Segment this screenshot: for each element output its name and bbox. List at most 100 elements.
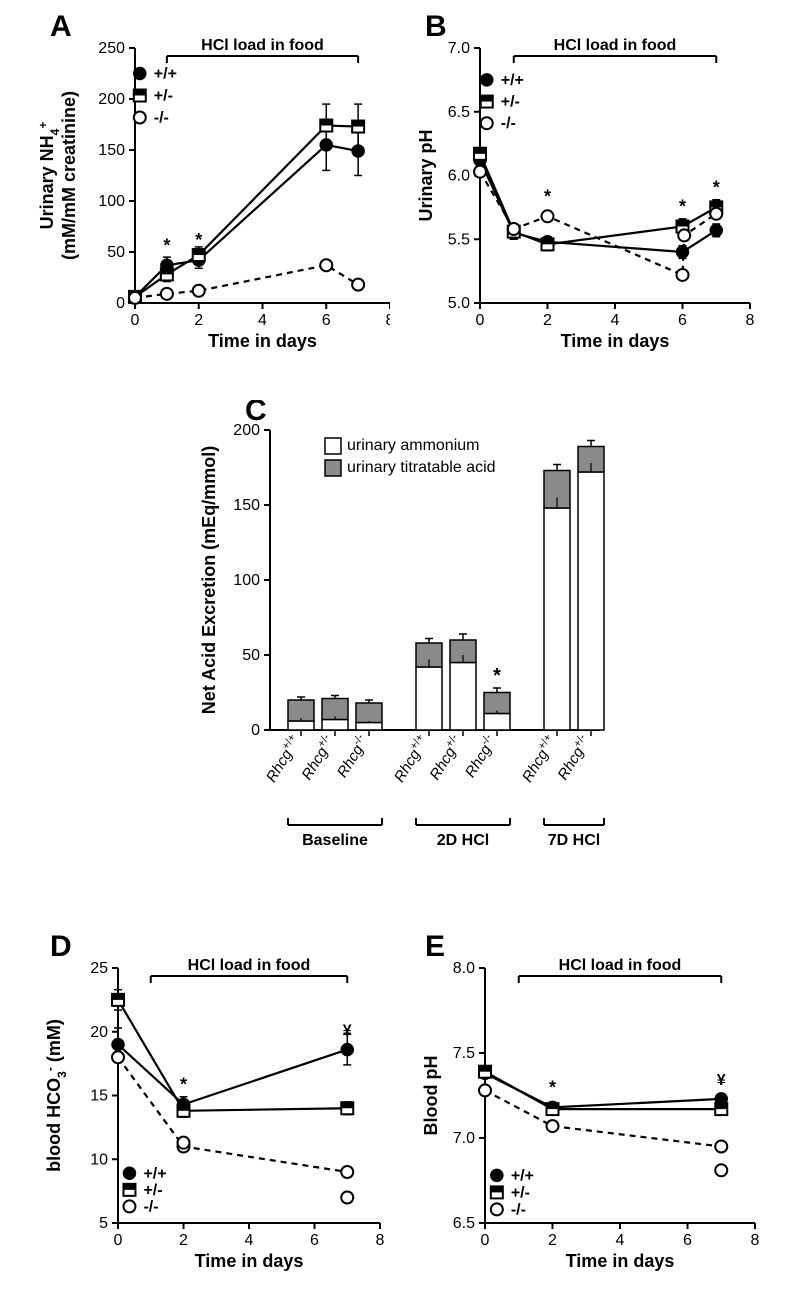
svg-text:+/-: +/-: [143, 1182, 162, 1199]
svg-text:+/+: +/+: [511, 1167, 534, 1184]
svg-text:5.0: 5.0: [448, 295, 470, 312]
svg-text:4: 4: [245, 1232, 254, 1249]
svg-text:0: 0: [114, 1232, 123, 1249]
svg-text:50: 50: [107, 244, 125, 261]
svg-text:+/-: +/-: [154, 88, 173, 105]
svg-text:8: 8: [751, 1232, 760, 1249]
svg-text:Time in days: Time in days: [208, 331, 317, 351]
svg-text:Rhcg+/+: Rhcg+/+: [517, 732, 560, 785]
svg-text:B: B: [425, 10, 447, 43]
svg-text:2: 2: [543, 312, 552, 329]
svg-text:0: 0: [481, 1232, 490, 1249]
svg-text:2: 2: [548, 1232, 557, 1249]
svg-text:+/-: +/-: [511, 1184, 530, 1201]
svg-text:*: *: [679, 197, 686, 217]
svg-text:6: 6: [678, 312, 687, 329]
svg-text:HCl load in food: HCl load in food: [559, 957, 682, 974]
svg-text:Net Acid Excretion (mEq/mmol): Net Acid Excretion (mEq/mmol): [199, 446, 219, 714]
svg-text:50: 50: [242, 647, 260, 664]
svg-text:*: *: [713, 177, 720, 197]
svg-text:*: *: [549, 1077, 556, 1097]
svg-text:*: *: [163, 235, 170, 255]
svg-text:HCl load in food: HCl load in food: [188, 957, 311, 974]
svg-text:6.5: 6.5: [453, 1215, 475, 1232]
svg-text:200: 200: [98, 91, 125, 108]
svg-text:4: 4: [611, 312, 620, 329]
svg-text:6: 6: [310, 1232, 319, 1249]
svg-text:HCl load in food: HCl load in food: [554, 37, 677, 54]
svg-text:+/-: +/-: [501, 94, 520, 111]
panel-a: A05010015020025002468HCl load in food**+…: [30, 10, 390, 360]
svg-text:150: 150: [98, 142, 125, 159]
svg-text:urinary ammonium: urinary ammonium: [347, 437, 479, 454]
svg-text:*: *: [544, 186, 551, 206]
svg-text:Baseline: Baseline: [302, 832, 368, 849]
svg-text:0: 0: [116, 295, 125, 312]
svg-text:Time in days: Time in days: [195, 1251, 304, 1271]
svg-text:7.0: 7.0: [453, 1130, 475, 1147]
svg-text:(mM/mM creatinine): (mM/mM creatinine): [59, 91, 79, 260]
svg-text:¥: ¥: [343, 1023, 352, 1040]
svg-text:5.5: 5.5: [448, 231, 470, 248]
svg-text:E: E: [425, 930, 445, 963]
svg-text:0: 0: [476, 312, 485, 329]
svg-text:100: 100: [233, 572, 260, 589]
svg-text:6: 6: [683, 1232, 692, 1249]
svg-text:Rhcg+/-: Rhcg+/-: [297, 732, 339, 783]
svg-text:6: 6: [322, 312, 331, 329]
svg-text:6.5: 6.5: [448, 104, 470, 121]
svg-text:¥: ¥: [717, 1072, 726, 1089]
svg-text:-/-: -/-: [511, 1201, 526, 1218]
svg-text:6.0: 6.0: [448, 168, 470, 185]
svg-text:*: *: [493, 665, 501, 687]
svg-text:+/+: +/+: [143, 1165, 166, 1182]
figure-page: { "colors": { "bg": "#ffffff", "ink": "#…: [0, 0, 800, 1310]
svg-text:20: 20: [90, 1024, 108, 1041]
svg-text:8: 8: [386, 312, 390, 329]
svg-text:*: *: [180, 1074, 187, 1094]
svg-text:2D HCl: 2D HCl: [437, 832, 489, 849]
svg-text:150: 150: [233, 497, 260, 514]
svg-text:7.5: 7.5: [453, 1045, 475, 1062]
svg-text:D: D: [50, 930, 72, 963]
svg-text:Rhcg-/-: Rhcg-/-: [460, 732, 500, 781]
svg-text:10: 10: [90, 1151, 108, 1168]
svg-text:Time in days: Time in days: [561, 331, 670, 351]
svg-text:-/-: -/-: [154, 110, 169, 127]
svg-text:2: 2: [194, 312, 203, 329]
svg-text:Time in days: Time in days: [566, 1251, 675, 1271]
svg-text:Urinary pH: Urinary pH: [416, 129, 436, 221]
svg-text:+/+: +/+: [154, 66, 177, 83]
svg-text:7D HCl: 7D HCl: [548, 832, 600, 849]
svg-text:Rhcg+/-: Rhcg+/-: [425, 732, 467, 783]
svg-text:7.0: 7.0: [448, 40, 470, 57]
svg-text:Blood pH: Blood pH: [421, 1056, 441, 1136]
panel-e: E 6.5 7.0 7.5 8.0 0 2 4 6 8 HCl load in food * ¥ +/++…: [415, 930, 775, 1290]
svg-text:4: 4: [258, 312, 267, 329]
svg-text:-/-: -/-: [143, 1198, 158, 1215]
svg-text:HCl load in food: HCl load in food: [201, 37, 324, 54]
svg-text:4: 4: [616, 1232, 625, 1249]
svg-text:Rhcg+/+: Rhcg+/+: [261, 732, 304, 785]
svg-text:+/+: +/+: [501, 72, 524, 89]
svg-text:15: 15: [90, 1088, 108, 1105]
svg-text:25: 25: [90, 960, 108, 977]
svg-text:0: 0: [251, 722, 260, 739]
svg-text:Rhcg-/-: Rhcg-/-: [332, 732, 372, 781]
svg-text:100: 100: [98, 193, 125, 210]
svg-text:A: A: [50, 10, 72, 43]
svg-text:urinary titratable acid: urinary titratable acid: [347, 459, 496, 476]
panel-c: C050100150200Net Acid Excretion (mEq/mmo…: [190, 400, 620, 890]
svg-text:8: 8: [376, 1232, 385, 1249]
svg-text:5: 5: [99, 1215, 108, 1232]
svg-text:-/-: -/-: [501, 115, 516, 132]
svg-text:250: 250: [98, 40, 125, 57]
panel-d: D 5 10 15 20 25 0 2 4 6 8 HCl load in food * ¥ +/++/--…: [30, 930, 390, 1290]
svg-text:blood HCO3- (mM): blood HCO3- (mM): [43, 1019, 69, 1172]
svg-text:Rhcg+/+: Rhcg+/+: [389, 732, 432, 785]
svg-text:2: 2: [179, 1232, 188, 1249]
svg-text:0: 0: [131, 312, 140, 329]
svg-text:8: 8: [746, 312, 755, 329]
svg-text:8.0: 8.0: [453, 960, 475, 977]
svg-text:200: 200: [233, 422, 260, 439]
